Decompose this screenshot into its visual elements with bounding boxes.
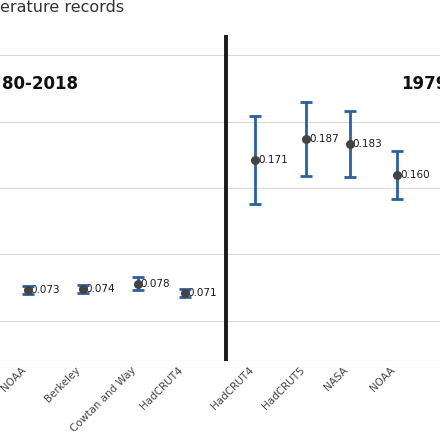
Text: NASA: NASA [322, 365, 350, 392]
Text: 0.078: 0.078 [141, 279, 170, 289]
Text: Berkeley: Berkeley [43, 365, 83, 404]
Text: 0.073: 0.073 [31, 286, 60, 295]
Text: 0.160: 0.160 [400, 170, 429, 180]
Text: HadCRUT5: HadCRUT5 [260, 365, 306, 411]
Text: NOAA: NOAA [0, 365, 28, 393]
Text: 0.071: 0.071 [188, 288, 217, 298]
Text: Cowtan and Way: Cowtan and Way [69, 365, 137, 434]
Text: HadCRUT4: HadCRUT4 [209, 365, 255, 411]
Text: 80-2018: 80-2018 [2, 75, 78, 93]
Text: 1979: 1979 [401, 75, 440, 93]
Text: NOAA: NOAA [368, 365, 397, 393]
Text: HadCRUT4: HadCRUT4 [138, 365, 185, 411]
Text: 0.171: 0.171 [259, 155, 288, 165]
Text: erature records: erature records [0, 0, 124, 15]
Text: 0.183: 0.183 [353, 139, 382, 149]
Text: 0.187: 0.187 [310, 134, 339, 144]
Text: 0.074: 0.074 [86, 284, 115, 294]
